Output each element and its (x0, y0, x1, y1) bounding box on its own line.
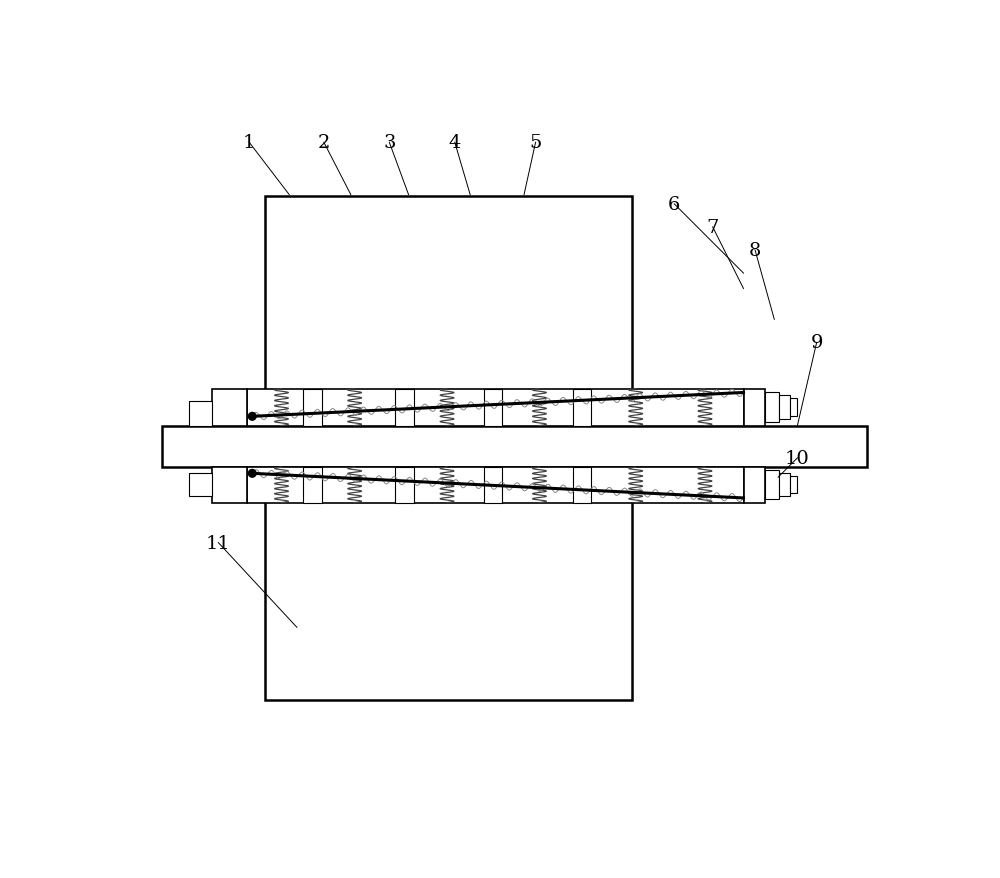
Bar (395, 389, 414, 426)
Bar (744, 468, 765, 503)
Bar (162, 426, 867, 468)
Bar (212, 468, 247, 503)
Bar (790, 399, 797, 417)
Text: 5: 5 (529, 134, 542, 152)
Bar (395, 468, 414, 503)
Bar (189, 401, 212, 426)
Bar (744, 389, 765, 426)
Text: 8: 8 (749, 241, 761, 260)
Bar (765, 392, 779, 423)
Bar (484, 389, 502, 426)
Text: 10: 10 (785, 450, 810, 467)
Bar (247, 389, 744, 426)
Text: 2: 2 (318, 134, 330, 152)
Bar (265, 468, 632, 701)
Circle shape (248, 470, 256, 478)
Bar (303, 468, 322, 503)
Text: 11: 11 (206, 534, 231, 552)
Bar (779, 474, 790, 497)
Bar (212, 389, 247, 426)
Bar (303, 389, 322, 426)
Text: 9: 9 (810, 334, 823, 352)
Bar (247, 468, 744, 503)
Bar (265, 197, 632, 426)
Bar (573, 468, 591, 503)
Bar (779, 395, 790, 420)
Text: 6: 6 (668, 196, 680, 213)
Text: 7: 7 (707, 219, 719, 237)
Text: 1: 1 (243, 134, 255, 152)
Bar (573, 389, 591, 426)
Text: 4: 4 (449, 134, 461, 152)
Circle shape (248, 413, 256, 421)
Bar (189, 474, 212, 497)
Bar (765, 471, 779, 500)
Text: 3: 3 (383, 134, 396, 152)
Bar (484, 468, 502, 503)
Bar (790, 477, 797, 493)
